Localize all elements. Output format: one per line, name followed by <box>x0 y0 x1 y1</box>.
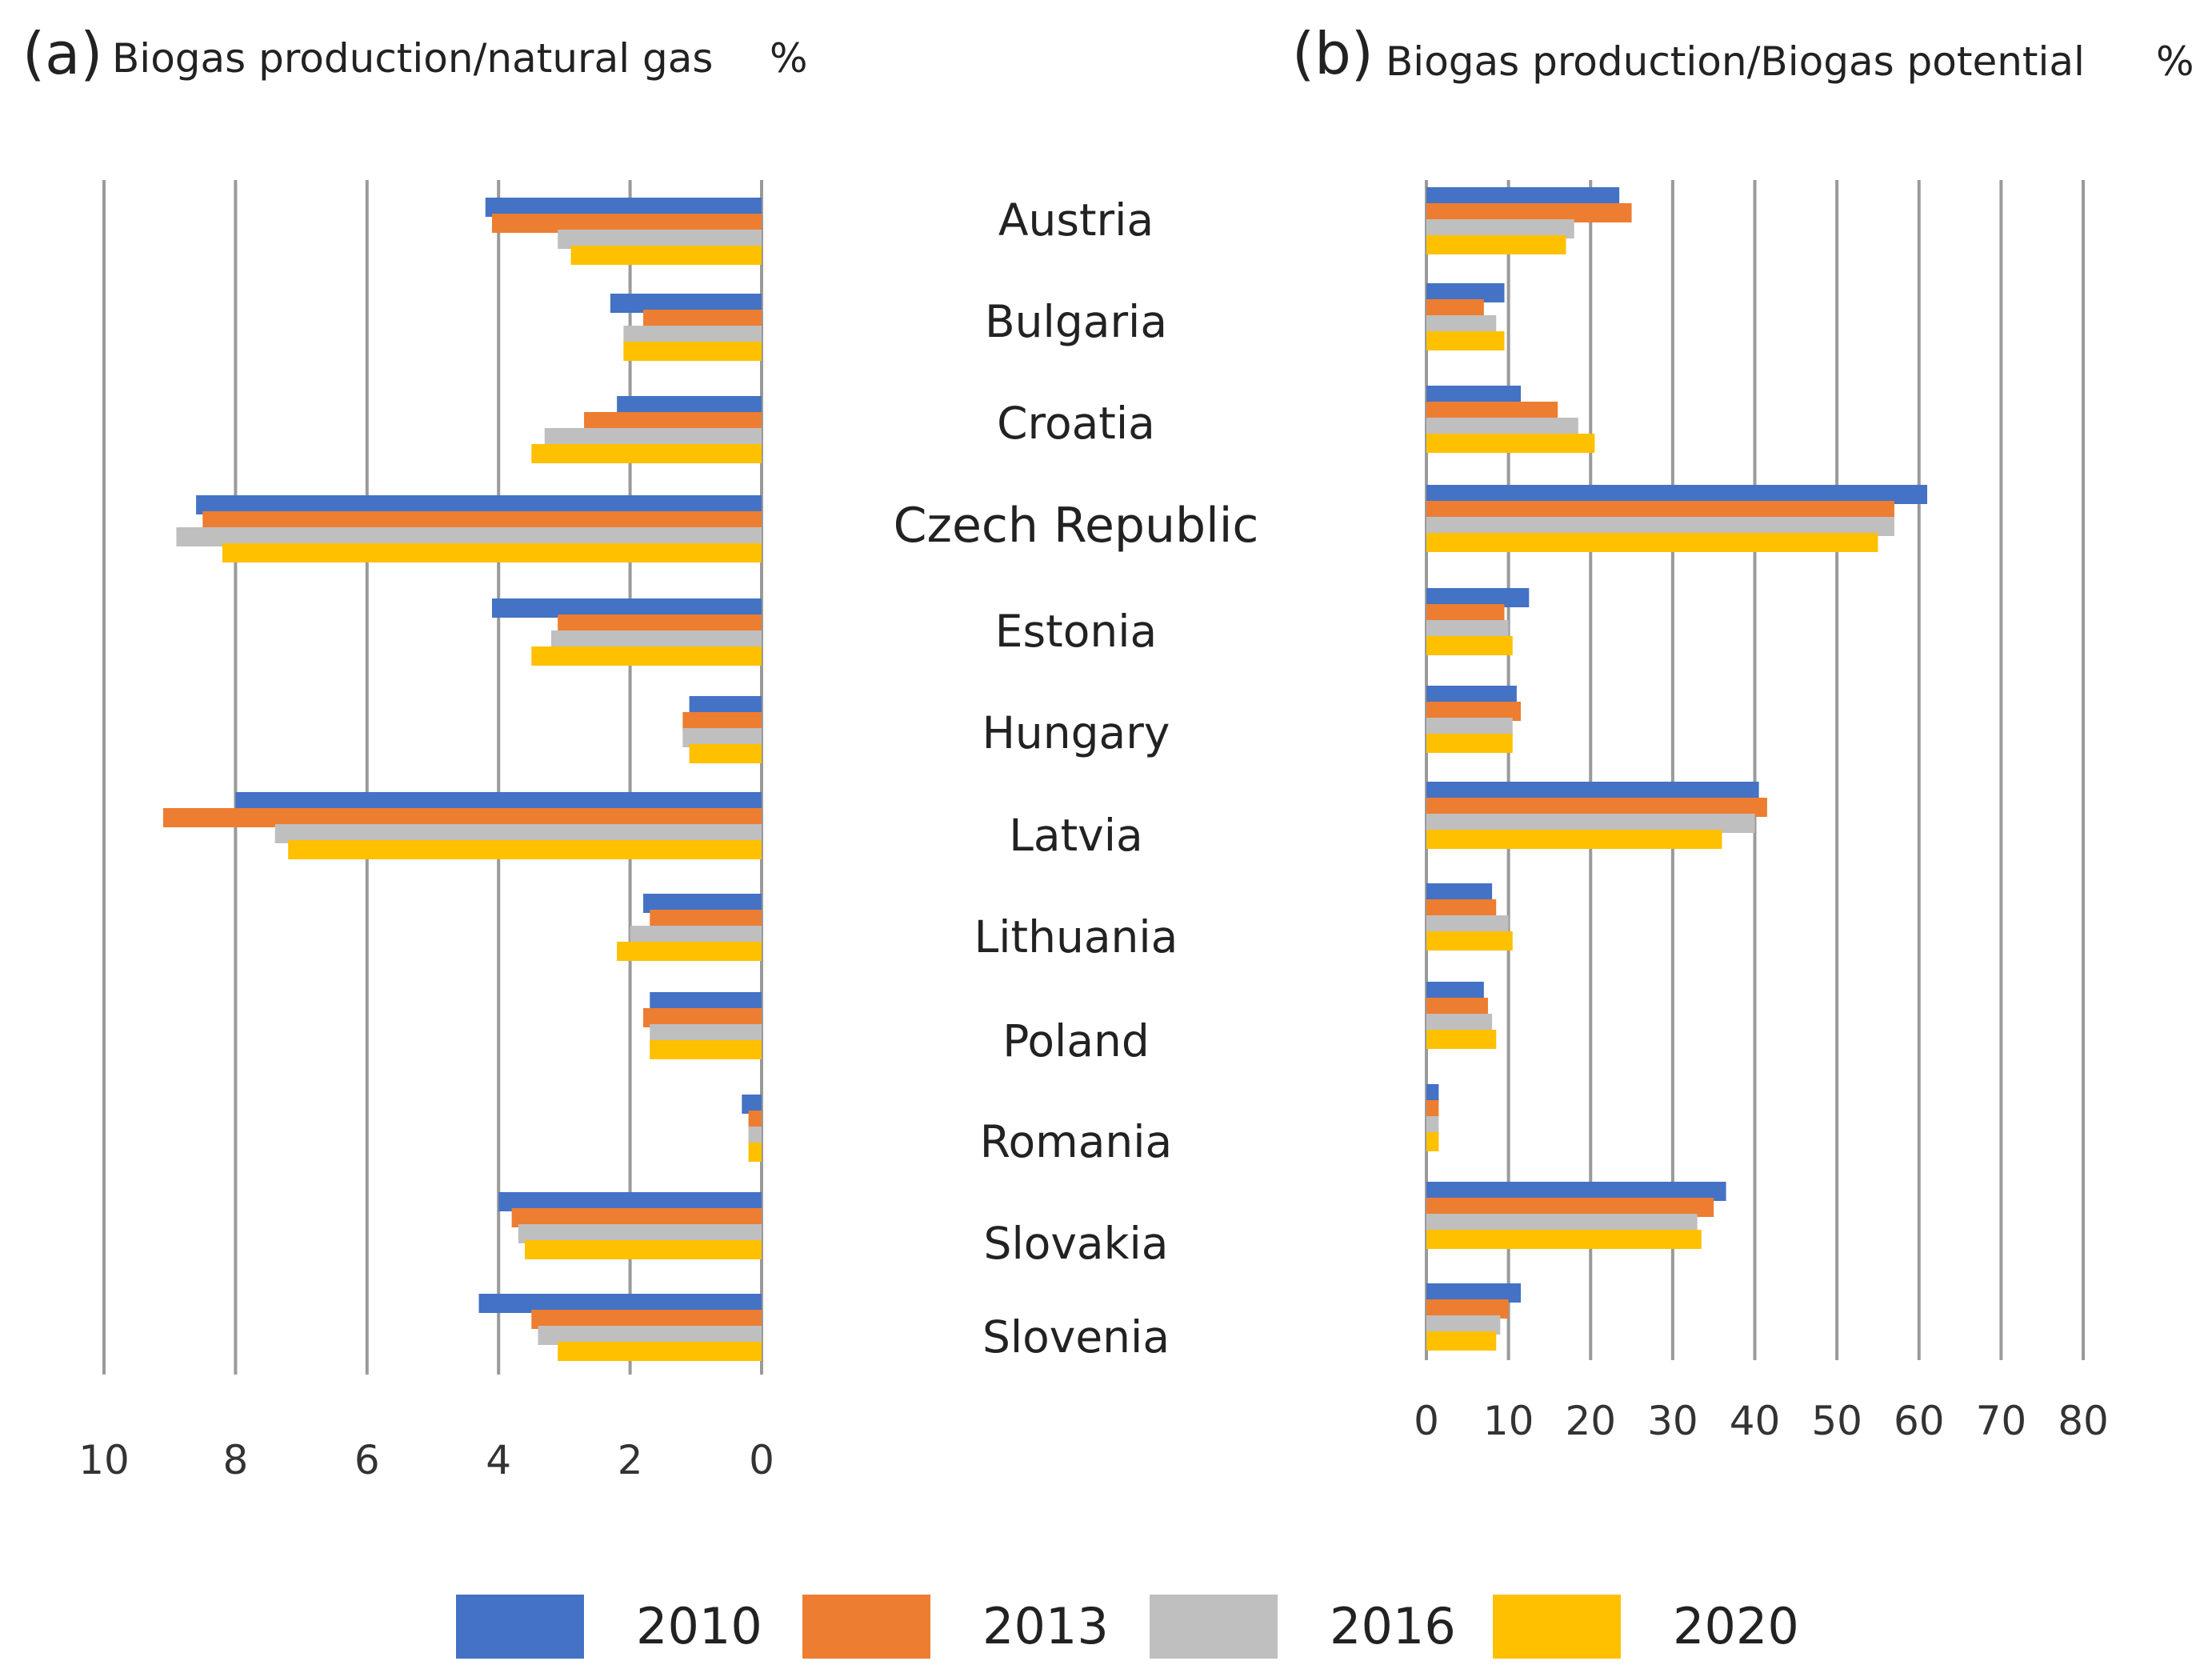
legend-swatch-2016 <box>1150 1595 1278 1659</box>
category-labels: Austria Bulgaria Croatia Czech Republic Esto… <box>894 194 1259 1363</box>
panel-a-tick-label: 4 <box>486 1437 511 1483</box>
category-label: Czech Republic <box>894 498 1259 554</box>
panel-b-gridlines <box>1425 180 2085 1360</box>
panel-a-bar-2020-romania <box>748 1143 762 1162</box>
panel-b-bar-2020-slovakia <box>1426 1230 1702 1249</box>
panel-b: (b) Biogas production/Biogas potential %… <box>1292 20 2194 1444</box>
category-label: Latvia <box>1009 810 1142 861</box>
panel-b-tick-label: 30 <box>1647 1398 1698 1444</box>
panel-a-tick-label: 8 <box>222 1437 248 1483</box>
panel-b-bars <box>1426 187 1928 1351</box>
panel-a-tick-label: 0 <box>749 1437 774 1483</box>
category-label: Estonia <box>995 606 1157 657</box>
panel-a-bars <box>162 198 762 1361</box>
panel-a-unit: % <box>770 35 808 82</box>
panel-a-tick-labels: 10 8 6 4 2 0 <box>78 1437 774 1483</box>
panel-b-tick-label: 10 <box>1483 1398 1534 1444</box>
legend-swatch-2020 <box>1493 1595 1621 1659</box>
panel-b-bar-2020-austria <box>1426 235 1566 254</box>
category-label: Lithuania <box>974 911 1178 963</box>
panel-a-tick-label: 6 <box>354 1437 380 1483</box>
legend-label-2020: 2020 <box>1673 1597 1799 1655</box>
legend-swatch-2013 <box>802 1595 930 1659</box>
panel-a-bar-2020-latvia <box>288 840 762 859</box>
panel-b-tick-label: 50 <box>1811 1398 1862 1444</box>
category-label: Slovakia <box>984 1218 1169 1269</box>
legend-label-2010: 2010 <box>636 1597 762 1655</box>
panel-b-tick-label: 80 <box>2058 1398 2109 1444</box>
panel-a-bar-2020-croatia <box>531 444 762 463</box>
panel-b-title: Biogas production/Biogas potential <box>1386 38 2085 85</box>
panel-a-bar-2020-austria <box>570 246 762 265</box>
panel-b-bar-2020-romania <box>1426 1132 1439 1151</box>
legend-label-2016: 2016 <box>1330 1597 1456 1655</box>
category-label: Austria <box>998 194 1154 246</box>
panel-a-bar-2020-lithuania <box>617 942 762 961</box>
panel-b-tick-label: 60 <box>1894 1398 1945 1444</box>
panel-b-bar-2020-poland <box>1426 1030 1497 1049</box>
category-label: Poland <box>1002 1015 1150 1067</box>
panel-b-bar-2020-estonia <box>1426 636 1513 655</box>
category-label: Romania <box>980 1116 1173 1167</box>
panel-b-bar-2020-bulgaria <box>1426 331 1505 350</box>
panel-a-bar-2020-czech-republic <box>222 543 762 562</box>
panel-a-bar-2020-poland <box>650 1040 762 1059</box>
category-label: Croatia <box>997 398 1155 449</box>
panel-b-bar-2020-slovenia <box>1426 1331 1497 1351</box>
panel-b-tick-labels: 0 10 20 30 40 50 60 70 80 <box>1414 1398 2109 1444</box>
panel-a-bar-2013-romania <box>748 1111 762 1130</box>
panel-a-bar-2020-bulgaria <box>623 342 762 361</box>
panel-b-tick-label: 20 <box>1565 1398 1616 1444</box>
legend-swatch-2010 <box>456 1595 584 1659</box>
panel-a: (a) Biogas production/natural gas % 10 8 6… <box>22 20 808 1483</box>
category-label: Slovenia <box>982 1311 1170 1363</box>
panel-b-bar-2020-czech-republic <box>1426 533 1878 552</box>
panel-a-title: Biogas production/natural gas <box>112 35 713 82</box>
panel-a-bar-2020-slovenia <box>558 1342 762 1361</box>
panel-b-bar-2016-romania <box>1426 1116 1439 1135</box>
panel-a-bar-2020-estonia <box>531 646 762 666</box>
panel-b-bar-2020-croatia <box>1426 434 1595 453</box>
legend-label-2013: 2013 <box>982 1597 1109 1655</box>
panel-a-label: (a) <box>22 20 102 87</box>
panel-b-bar-2020-lithuania <box>1426 931 1513 951</box>
panel-a-bar-2020-hungary <box>689 744 762 763</box>
panel-a-bar-2016-romania <box>748 1127 762 1146</box>
category-label: Bulgaria <box>985 296 1167 347</box>
panel-b-tick-label: 0 <box>1414 1398 1439 1444</box>
panel-b-label: (b) <box>1292 20 1374 87</box>
panel-b-bar-2020-latvia <box>1426 830 1722 849</box>
panel-b-bar-2020-hungary <box>1426 734 1513 753</box>
panel-a-tick-label: 2 <box>618 1437 643 1483</box>
panel-a-tick-label: 10 <box>78 1437 130 1483</box>
legend: 2010 2013 2016 2020 <box>456 1595 1799 1659</box>
panel-b-bar-2013-romania <box>1426 1100 1439 1119</box>
panel-a-gridlines <box>102 180 763 1375</box>
panel-a-bar-2020-slovakia <box>525 1240 762 1259</box>
panel-b-bar-2010-romania <box>1426 1084 1439 1103</box>
panel-b-tick-label: 70 <box>1976 1398 2027 1444</box>
category-label: Hungary <box>982 707 1170 758</box>
panel-b-tick-label: 40 <box>1730 1398 1781 1444</box>
panel-b-unit: % <box>2156 38 2194 85</box>
